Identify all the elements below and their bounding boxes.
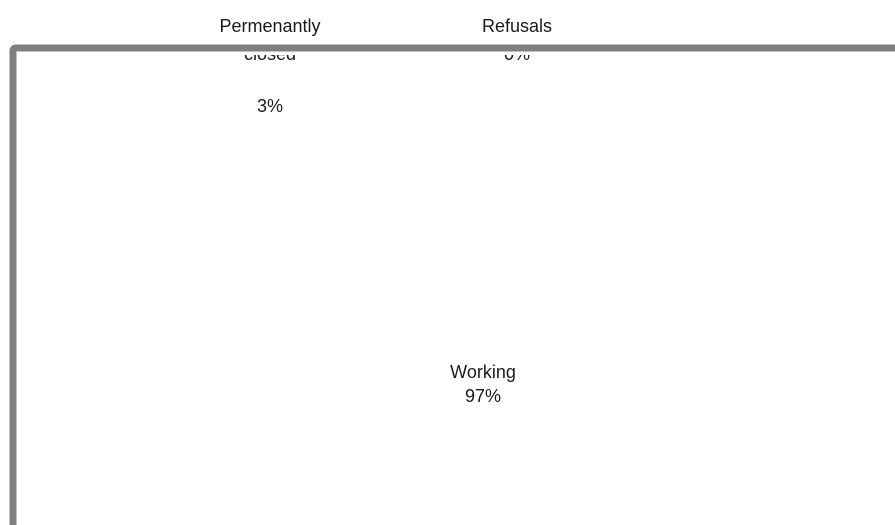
plot-area-border [9, 44, 895, 525]
slice-value-working: 97% [464, 386, 502, 406]
plot-area [17, 52, 895, 525]
slice-value-permanently-closed: 3% [256, 96, 284, 116]
slice-label-refusals: Refusals [481, 16, 553, 36]
slice-label-permanently-closed-line2-wrapper: closed [244, 55, 296, 66]
slice-label-permanently-closed-line2: closed [244, 55, 296, 66]
slice-label-permanently-closed: Permenantly [219, 14, 320, 38]
slice-value-refusals: 0% [504, 55, 530, 66]
slice-label-working-name: Working [450, 362, 516, 382]
slice-label-working: Working 97% [450, 360, 516, 408]
slice-value-refusals-wrapper: 0% [504, 55, 530, 66]
slice-label-permanently-closed-line1: Permenantly [219, 16, 321, 36]
